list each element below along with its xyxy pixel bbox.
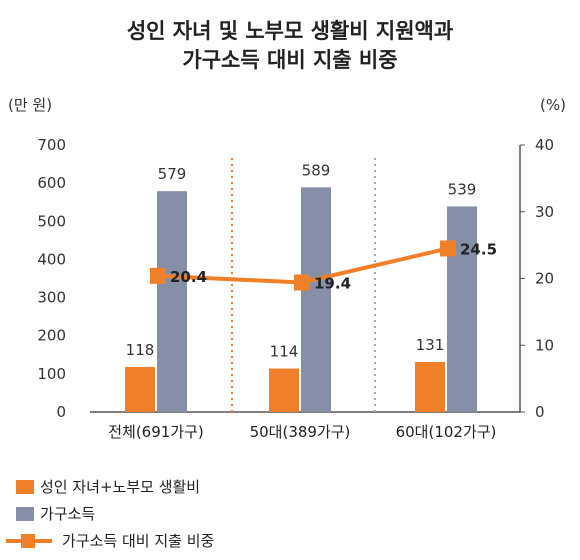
bar-value-label: 539 [448,180,477,198]
category-label: 전체(691가구) [108,423,204,441]
legend-swatch-living-expense [16,480,34,494]
ratio-value-label: 24.5 [460,240,497,258]
category-label: 60대(102가구) [396,423,497,441]
bar-household-income [157,191,187,412]
ratio-point [294,274,310,291]
left-axis-unit: (만 원) [8,96,52,114]
bar-living-expense [415,362,445,412]
ratio-value-label: 20.4 [170,268,207,286]
right-axis-unit: (%) [540,96,566,114]
bar-value-label: 589 [302,161,331,179]
bar-value-label: 114 [270,343,299,361]
chart-title-line-2: 가구소득 대비 지출 비중 [182,48,397,72]
right-tick-label: 10 [535,336,554,354]
left-tick-label: 100 [37,365,66,383]
bar-household-income [447,206,477,412]
right-tick-label: 20 [535,270,554,288]
left-tick-label: 200 [37,327,66,345]
legend-label: 가구소득 [40,505,95,523]
category-label: 50대(389가구) [250,423,351,441]
bar-living-expense [269,368,299,412]
chart-title: 성인 자녀 및 노부모 생활비 지원액과 가구소득 대비 지출 비중 [127,19,453,72]
left-tick-label: 700 [37,136,66,154]
legend-label: 가구소득 대비 지출 비중 [62,532,214,550]
bar-value-label: 131 [416,336,445,354]
bar-value-label: 579 [158,165,187,183]
left-tick-label: 400 [37,250,66,268]
left-tick-label: 300 [37,289,66,307]
ratio-value-label: 19.4 [314,275,351,293]
bar-living-expense [125,366,155,412]
bar-value-label: 118 [126,341,155,359]
right-tick-label: 0 [535,403,545,421]
legend-label: 성인 자녀+노부모 생활비 [40,478,200,496]
left-tick-label: 500 [37,212,66,230]
plot-area: 0 100 200 300 400 500 600 700 0 10 20 30 40 118 579 전체(… [37,136,554,441]
legend-swatch-household-income [16,507,34,521]
left-tick-label: 600 [37,174,66,192]
chart-title-line-1: 성인 자녀 및 노부모 생활비 지원액과 [127,19,453,43]
right-tick-label: 30 [535,203,554,221]
legend-marker-ratio [21,534,35,548]
left-tick-label: 0 [56,403,66,421]
bar-household-income [301,187,331,412]
ratio-point [440,240,456,257]
right-tick-label: 40 [535,136,554,154]
ratio-point [150,267,166,284]
